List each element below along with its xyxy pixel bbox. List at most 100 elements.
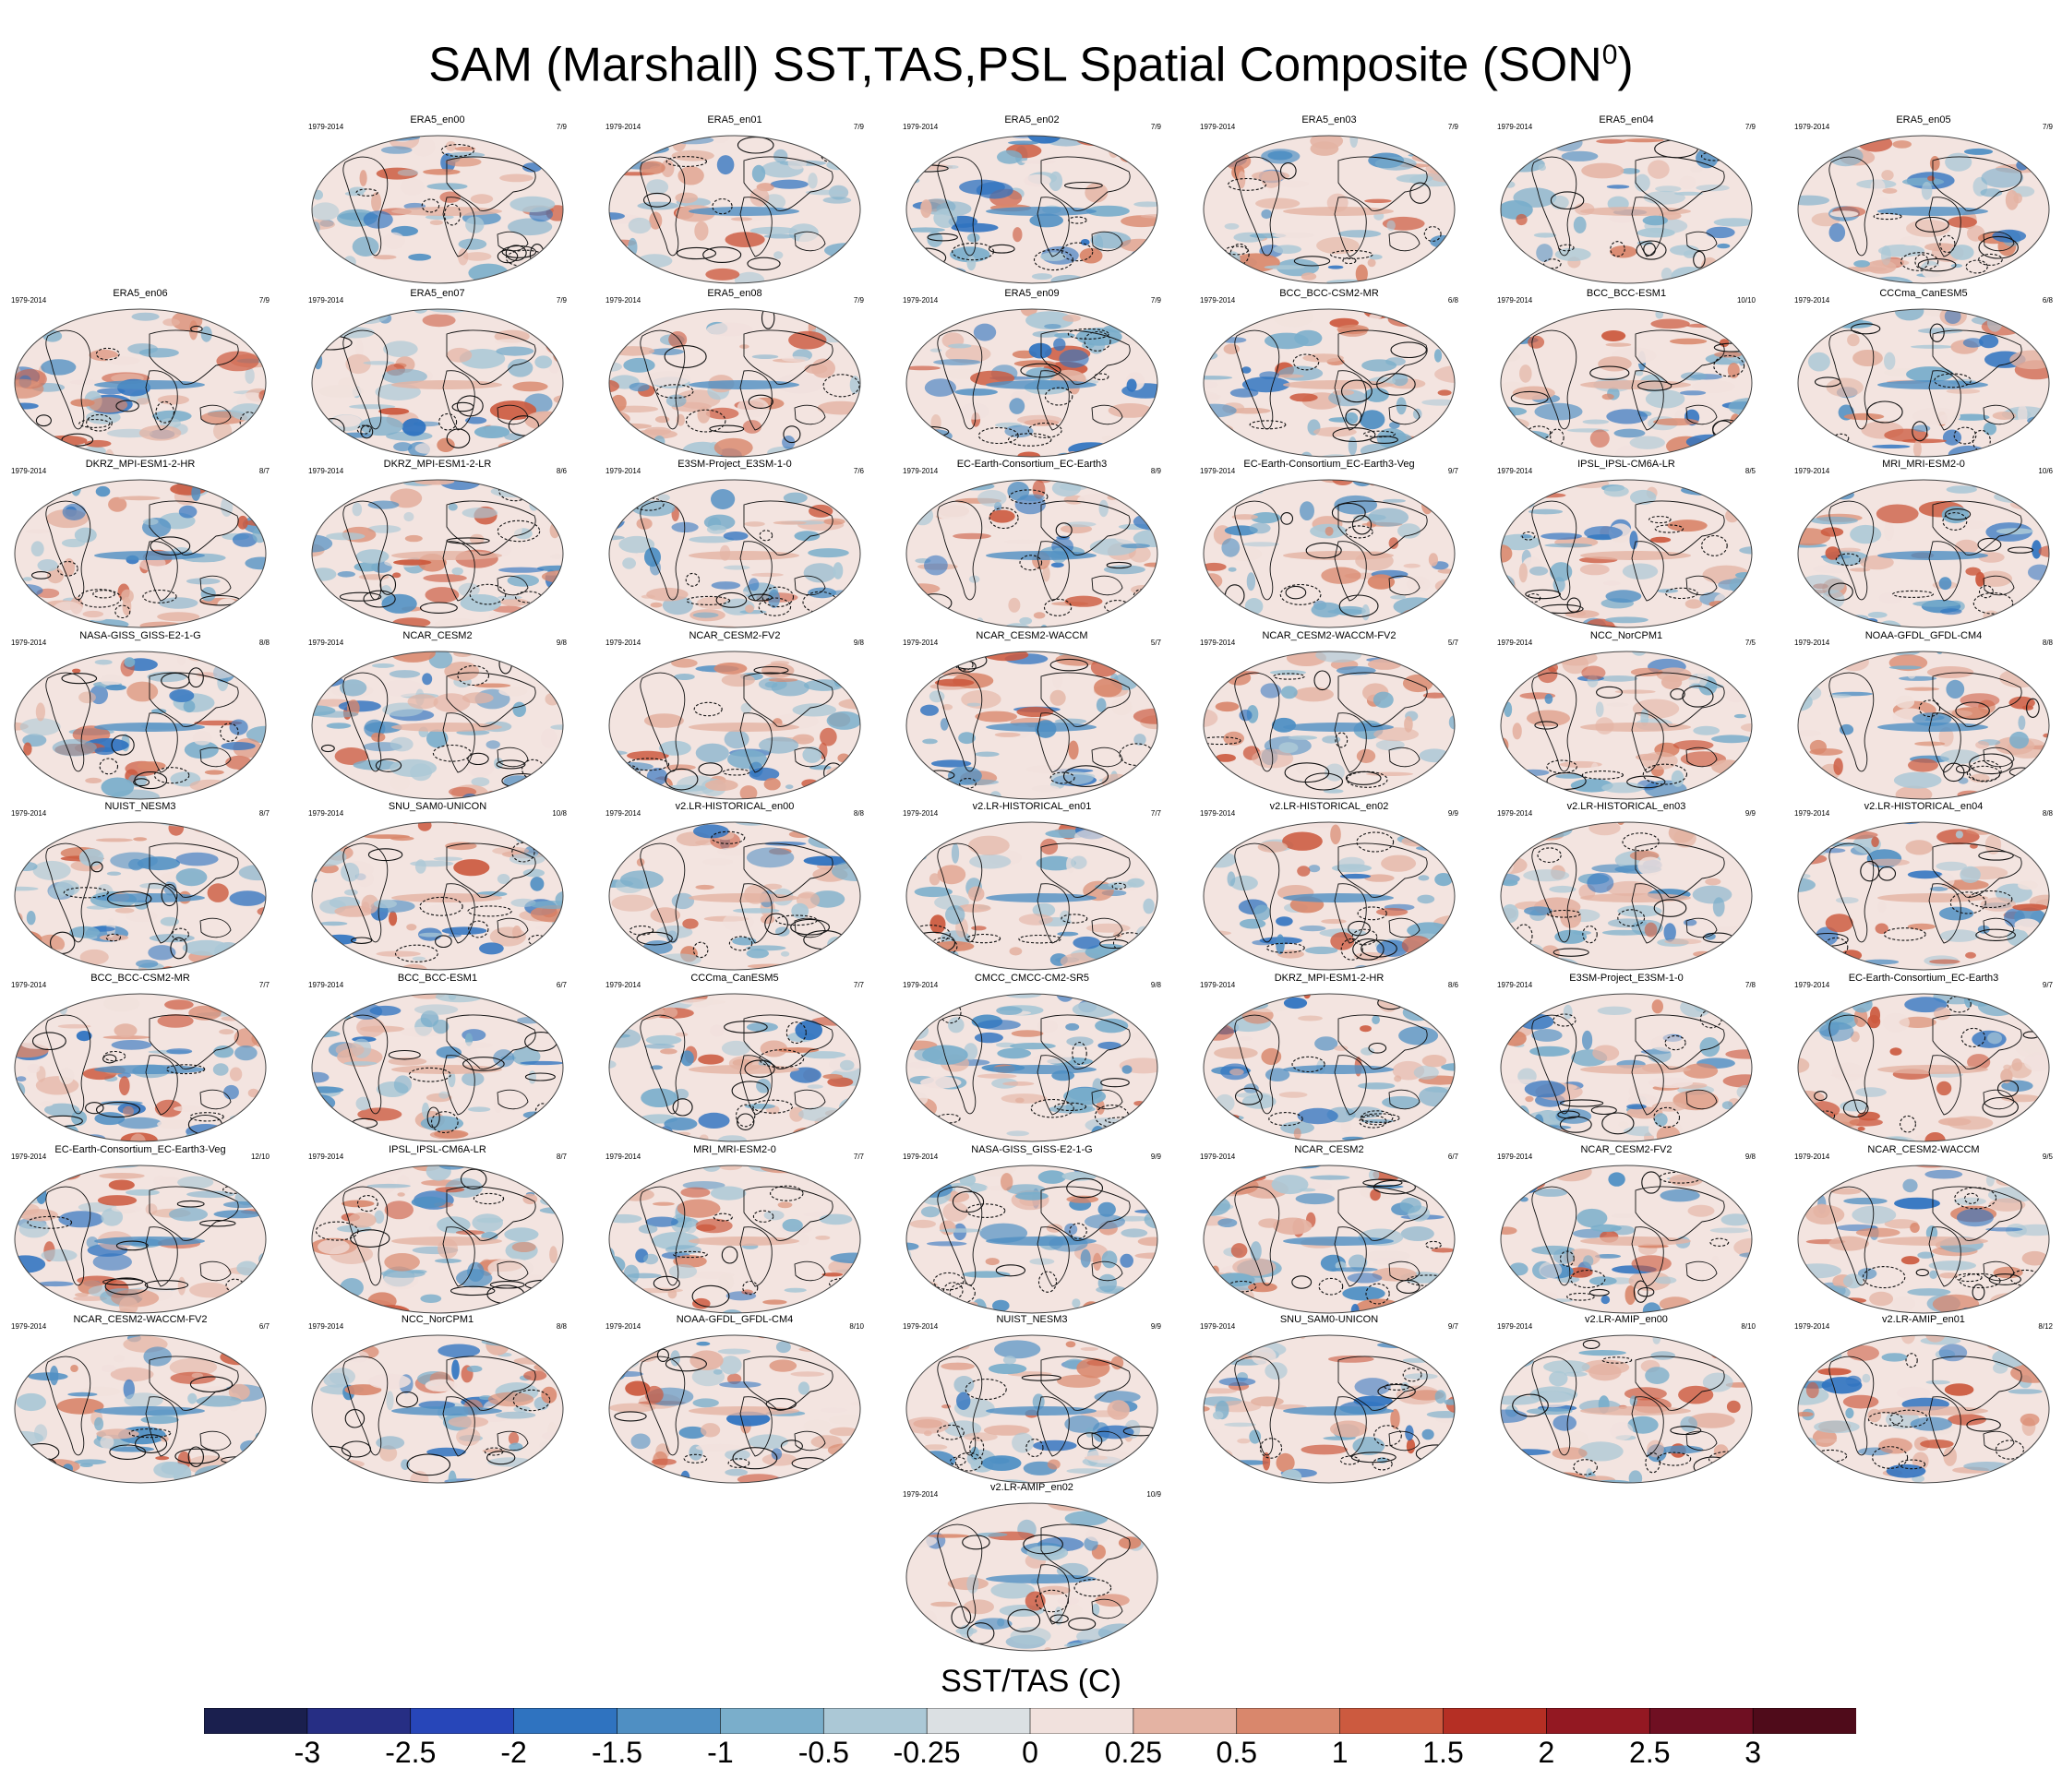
map-panel: NCAR_CESM2-FV2 1979-2014 9/8	[605, 630, 864, 806]
coastline	[1828, 500, 1875, 601]
psl-contour	[1637, 1286, 1655, 1297]
anomaly-patch	[246, 725, 266, 744]
anomaly-patch	[668, 1264, 698, 1279]
anomaly-patch	[367, 525, 402, 533]
anomaly-patch	[1979, 334, 1999, 349]
anomaly-patch	[1310, 136, 1344, 149]
equatorial-band	[391, 1236, 502, 1246]
anomaly-patch	[335, 1043, 365, 1057]
coastline	[1685, 917, 1718, 938]
anomaly-patch	[1798, 337, 1813, 348]
anomaly-patch	[1219, 1172, 1266, 1182]
anomaly-patch	[1798, 675, 1808, 690]
anomaly-patch	[1517, 490, 1537, 508]
anomaly-patch	[1031, 784, 1060, 793]
anomaly-patch	[462, 1071, 485, 1086]
anomaly-patch	[1528, 335, 1545, 349]
map-panel: NCC_NorCPM1 1979-2014 7/5	[1497, 630, 1756, 806]
panel-count: 7/9	[853, 123, 864, 131]
anomaly-patch	[2021, 665, 2049, 682]
coastline	[145, 541, 178, 602]
anomaly-patch	[512, 520, 522, 537]
psl-contour	[1610, 241, 1625, 257]
anomaly-patch	[1888, 665, 1922, 670]
panel-title: ERA5_en09	[1004, 288, 1060, 299]
psl-contour	[1552, 1013, 1576, 1027]
anomaly-patch	[1412, 408, 1422, 420]
anomaly-patch	[1241, 1335, 1254, 1349]
psl-contour	[1339, 1455, 1360, 1465]
anomaly-patch	[1241, 366, 1252, 374]
anomaly-patch	[1017, 414, 1062, 425]
anomaly-patch	[1540, 439, 1549, 457]
anomaly-patch	[187, 1392, 198, 1404]
anomaly-patch	[1798, 255, 1818, 272]
panel-period: 1979-2014	[1497, 981, 1533, 989]
psl-contour	[683, 1453, 708, 1463]
anomaly-patch	[1425, 1179, 1440, 1189]
psl-contour	[1537, 847, 1562, 864]
anomaly-patch	[974, 751, 1000, 758]
anomaly-patch	[384, 1253, 420, 1272]
psl-contour	[1601, 1112, 1635, 1135]
psl-contour	[467, 905, 512, 917]
anomaly-patch	[245, 520, 266, 526]
coastline	[1635, 329, 1725, 385]
anomaly-patch	[911, 506, 934, 526]
anomaly-patch	[906, 227, 945, 233]
anomaly-patch	[1501, 1176, 1545, 1192]
anomaly-patch	[214, 1474, 228, 1483]
anomaly-patch	[977, 1073, 1017, 1079]
robinson-map	[14, 308, 267, 458]
anomaly-patch	[1204, 1388, 1237, 1394]
anomaly-patch	[1818, 651, 1828, 665]
anomaly-patch	[52, 739, 97, 757]
anomaly-patch	[1509, 488, 1541, 498]
anomaly-patch	[334, 747, 368, 765]
anomaly-patch	[1956, 1208, 1994, 1227]
anomaly-patch	[537, 651, 549, 664]
map-outline	[1500, 135, 1753, 284]
anomaly-patch	[1939, 471, 1952, 477]
coastline	[1983, 1430, 2015, 1452]
anomaly-patch	[402, 418, 426, 436]
anomaly-patch	[1882, 1012, 1910, 1033]
anomaly-patch	[504, 1227, 539, 1242]
anomaly-patch	[1582, 1030, 1593, 1050]
panel-title: v2.LR-AMIP_en00	[1585, 1314, 1668, 1325]
anomaly-patch	[1516, 299, 1529, 307]
anomaly-patch	[1539, 470, 1586, 475]
anomaly-patch	[1838, 547, 1861, 553]
anomaly-patch	[1696, 1336, 1707, 1345]
anomaly-patch	[1375, 907, 1409, 916]
anomaly-patch	[1207, 994, 1236, 1006]
anomaly-patch	[2012, 812, 2053, 818]
anomaly-patch	[1280, 1121, 1314, 1134]
anomaly-patch	[682, 1165, 704, 1166]
psl-contour	[1213, 767, 1230, 786]
anomaly-patch	[549, 522, 560, 539]
robinson-map	[1203, 479, 1456, 628]
anomaly-patch	[333, 651, 372, 652]
anomaly-patch	[186, 578, 221, 585]
anomaly-patch	[1336, 666, 1376, 675]
anomaly-patch	[312, 430, 335, 435]
anomaly-patch	[1939, 929, 1979, 942]
anomaly-patch	[322, 1335, 346, 1345]
anomaly-patch	[1943, 1446, 1957, 1466]
psl-contour	[1352, 938, 1385, 961]
anomaly-patch	[433, 693, 471, 713]
anomaly-patch	[1133, 529, 1157, 548]
anomaly-patch	[1501, 1165, 1523, 1175]
anomaly-patch	[917, 485, 956, 493]
anomaly-patch	[510, 898, 536, 907]
psl-contour	[761, 586, 795, 608]
coastline	[342, 500, 389, 601]
anomaly-patch	[444, 662, 480, 681]
anomaly-patch	[410, 860, 454, 867]
anomaly-patch	[1096, 698, 1107, 712]
map-panel: BCC_BCC-CSM2-MR 1979-2014 7/7	[11, 973, 270, 1148]
anomaly-patch	[1656, 1126, 1681, 1141]
psl-contour	[927, 233, 958, 242]
anomaly-patch	[722, 812, 764, 816]
